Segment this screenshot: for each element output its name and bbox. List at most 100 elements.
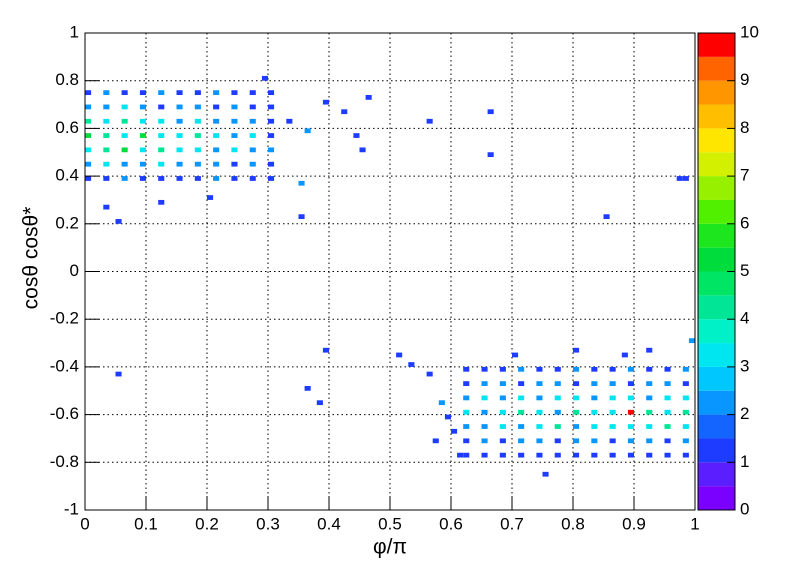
cell [554, 409, 561, 415]
cell [85, 90, 92, 96]
cell [518, 395, 525, 401]
cell [481, 395, 488, 401]
cell [268, 118, 275, 124]
cell [512, 352, 519, 358]
cell [627, 438, 634, 444]
x-tick-label: 0.9 [622, 514, 646, 533]
cell [85, 147, 92, 153]
colorbar-band [698, 33, 735, 57]
cell [573, 424, 580, 429]
cell [231, 104, 238, 110]
cell [85, 118, 92, 124]
y-tick-label: 0 [70, 261, 79, 280]
cell [536, 424, 543, 429]
cell [158, 176, 165, 181]
cell [268, 90, 275, 96]
cell [627, 366, 634, 372]
colorbar-band [698, 343, 735, 367]
cell [554, 395, 561, 401]
cell [316, 400, 323, 406]
y-tick-label: -0.4 [50, 356, 79, 375]
cell [609, 381, 616, 386]
cell [261, 75, 268, 81]
cell [536, 366, 543, 372]
cell [268, 133, 275, 138]
cell [627, 381, 634, 386]
colorbar-band [698, 414, 735, 439]
cell [103, 204, 110, 210]
cell [213, 161, 220, 167]
cell [499, 409, 506, 415]
cell [682, 424, 689, 429]
colorbar-band [698, 271, 735, 296]
y-tick-label: -0.2 [50, 309, 79, 328]
cell [231, 161, 238, 167]
colorbar-tick-label: 6 [740, 213, 749, 232]
cell [268, 147, 275, 153]
cell [176, 133, 183, 138]
x-tick-label: 1 [690, 514, 699, 533]
cell [536, 409, 543, 415]
colorbar-band [698, 366, 735, 391]
cell [85, 161, 92, 167]
cell [627, 395, 634, 401]
cell [591, 366, 598, 372]
cell [249, 161, 256, 167]
cell [554, 424, 561, 429]
cell [213, 176, 220, 181]
cell [103, 147, 110, 153]
colorbar-band [698, 295, 735, 320]
y-tick-label: 0.6 [55, 118, 79, 137]
cell [176, 104, 183, 110]
cell [627, 424, 634, 429]
cell [444, 414, 451, 420]
cell [286, 118, 293, 124]
cell [688, 338, 695, 344]
cell [554, 452, 561, 458]
cell [463, 452, 470, 458]
colorbar-band [698, 104, 735, 129]
cell [194, 104, 201, 110]
cell [194, 161, 201, 167]
cell [463, 395, 470, 401]
cell [249, 90, 256, 96]
cell [194, 176, 201, 181]
cell [194, 118, 201, 124]
cell [103, 90, 110, 96]
cell [176, 176, 183, 181]
cell [139, 104, 146, 110]
cell [158, 161, 165, 167]
cell [176, 161, 183, 167]
cell [536, 452, 543, 458]
cell [322, 99, 329, 105]
cell [139, 90, 146, 96]
cell [499, 366, 506, 372]
cell [139, 147, 146, 153]
colorbar-band [698, 247, 735, 272]
cell [353, 133, 360, 138]
x-axis-title: φ/π [373, 536, 407, 559]
cell [609, 452, 616, 458]
cell [213, 90, 220, 96]
cell [304, 128, 311, 134]
cell [518, 438, 525, 444]
cell [121, 104, 128, 110]
cell [682, 395, 689, 401]
cell [499, 381, 506, 386]
cell [591, 452, 598, 458]
colorbar-tick-label: 1 [740, 452, 749, 471]
cell [609, 424, 616, 429]
cell [121, 133, 128, 138]
cell [682, 409, 689, 415]
cell [176, 118, 183, 124]
cell [121, 147, 128, 153]
cell [481, 424, 488, 429]
cell [463, 381, 470, 386]
colorbar-band [698, 152, 735, 177]
cell [603, 214, 610, 220]
cell [554, 366, 561, 372]
cell [646, 438, 653, 444]
y-tick-label: 1 [70, 22, 79, 41]
cell [139, 176, 146, 181]
cell [499, 452, 506, 458]
